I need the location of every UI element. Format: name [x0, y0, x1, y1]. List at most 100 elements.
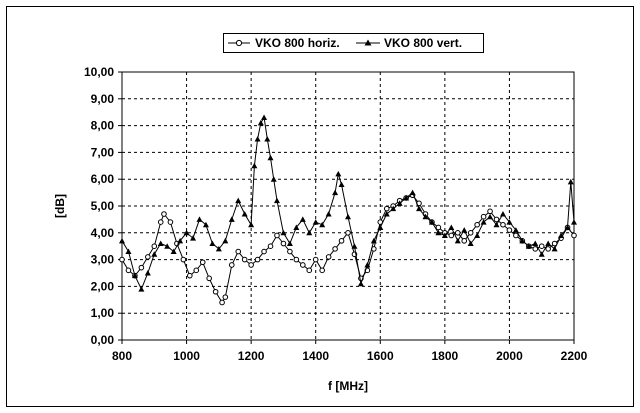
data-point [448, 232, 455, 239]
data-point [567, 178, 574, 185]
data-point [500, 221, 506, 228]
data-point [383, 205, 390, 212]
data-point [212, 288, 219, 295]
data-point [125, 248, 132, 255]
data-point [264, 136, 271, 142]
y-tick-label: 4,00 [91, 226, 115, 240]
data-point [251, 162, 258, 169]
data-point [228, 262, 235, 268]
data-point [435, 229, 442, 236]
data-point [435, 224, 442, 231]
data-point [319, 221, 326, 228]
data-point [219, 299, 225, 306]
data-point [454, 237, 461, 244]
data-point [545, 246, 551, 252]
data-point [467, 230, 474, 236]
data-point [164, 243, 171, 249]
data-point [215, 245, 222, 252]
data-point [270, 176, 277, 182]
data-point [338, 181, 345, 188]
data-point [202, 221, 209, 228]
data-point [335, 170, 342, 177]
data-point [222, 294, 229, 300]
data-point [183, 229, 190, 236]
data-point [125, 267, 132, 274]
legend-marker-horiz [235, 39, 243, 47]
data-point [254, 256, 261, 263]
legend-label-horiz: VKO 800 horiz. [255, 36, 340, 50]
data-point [157, 219, 164, 225]
data-point [474, 221, 480, 228]
data-point [564, 224, 571, 230]
data-point [306, 229, 313, 236]
data-point [138, 264, 145, 271]
data-point [177, 237, 184, 244]
data-point [487, 208, 493, 215]
y-tick-label: 2,00 [91, 279, 115, 293]
data-point [241, 211, 248, 217]
data-point [506, 227, 513, 233]
data-point [480, 219, 487, 225]
y-tick-label: 7,00 [91, 145, 115, 159]
data-point [170, 248, 177, 255]
data-point [345, 230, 351, 236]
data-point [157, 240, 164, 247]
data-point [441, 232, 448, 238]
data-point [461, 227, 468, 233]
data-point [474, 232, 481, 238]
data-point [480, 213, 487, 220]
legend-box [223, 33, 484, 53]
data-point [383, 211, 390, 217]
data-point [519, 237, 526, 244]
y-tick-label: 8,00 [91, 119, 115, 133]
x-tick-label: 1600 [367, 349, 394, 363]
data-point [267, 243, 274, 249]
data-point [138, 286, 145, 292]
data-point [293, 256, 300, 263]
legend-label-vert: VKO 800 vert. [384, 36, 462, 50]
data-point [364, 261, 371, 268]
data-point [377, 224, 384, 230]
legend-marker-vert [364, 39, 372, 46]
data-point [493, 221, 500, 228]
y-axis-label: [dB] [53, 194, 67, 218]
data-point [274, 232, 280, 239]
y-tick-label: 5,00 [91, 199, 115, 213]
data-point [151, 243, 158, 249]
data-point [287, 248, 293, 255]
data-point [187, 272, 193, 279]
data-point [525, 243, 532, 249]
data-point [370, 237, 377, 244]
y-tick-label: 6,00 [91, 172, 115, 186]
data-point [261, 248, 267, 255]
data-point [357, 280, 364, 287]
data-point [532, 246, 539, 252]
data-point [222, 237, 229, 244]
data-point [545, 240, 552, 247]
data-point [467, 240, 474, 247]
data-point [403, 194, 410, 201]
data-point [506, 219, 513, 225]
data-point [257, 119, 264, 126]
series-horiz [119, 192, 577, 306]
data-point [119, 237, 125, 244]
data-point [345, 213, 351, 220]
data-point [241, 256, 248, 263]
data-point [396, 200, 403, 206]
data-point [286, 240, 293, 247]
x-tick-label: 2200 [561, 349, 588, 363]
data-point [428, 219, 435, 225]
data-point [235, 197, 242, 204]
data-point [180, 256, 187, 263]
data-point [196, 216, 203, 222]
data-point [493, 216, 500, 223]
data-point [267, 154, 274, 161]
data-point [512, 227, 519, 233]
plot-area [121, 71, 575, 341]
data-point [532, 240, 539, 247]
x-axis-label: f [MHz] [328, 379, 368, 393]
data-point [280, 229, 287, 236]
x-tick-label: 800 [112, 349, 132, 363]
data-point [487, 213, 494, 220]
data-point [409, 189, 416, 196]
